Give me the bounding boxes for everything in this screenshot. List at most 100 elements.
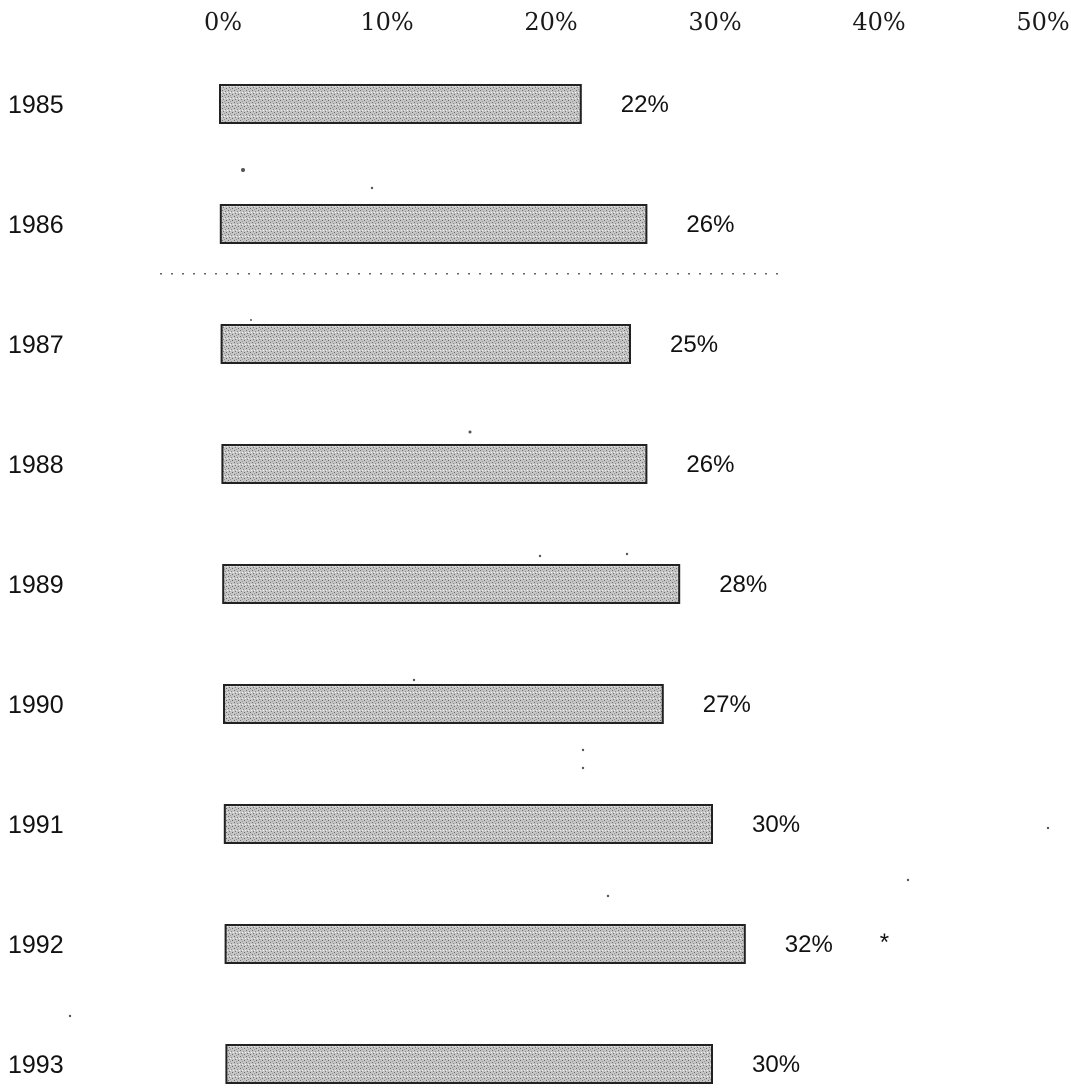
scan-dot	[314, 273, 316, 275]
bar-1993	[225, 1044, 713, 1084]
scan-dot	[160, 273, 162, 275]
scan-dot	[611, 273, 613, 275]
x-tick-label: 0%	[204, 8, 242, 36]
data-label: 26%	[686, 211, 734, 238]
annotation-asterisk: *	[880, 929, 889, 956]
scan-dot	[336, 273, 338, 275]
scan-speck	[625, 552, 629, 556]
scan-dot	[457, 273, 459, 275]
scan-dot	[237, 273, 239, 275]
scan-dot	[479, 273, 481, 275]
data-label: 30%	[752, 1051, 800, 1078]
bar-1987	[220, 324, 631, 364]
scan-dot	[292, 273, 294, 275]
category-label: 1989	[8, 571, 64, 599]
scan-dot	[545, 273, 547, 275]
scan-dot	[380, 273, 382, 275]
scan-dot	[622, 273, 624, 275]
scan-speck	[1046, 826, 1050, 830]
data-label: 27%	[703, 691, 751, 718]
scan-dot	[204, 273, 206, 275]
scan-dot	[468, 273, 470, 275]
scan-dot	[743, 273, 745, 275]
scan-dot	[633, 273, 635, 275]
x-tick-label: 20%	[524, 8, 577, 36]
scan-dot	[193, 273, 195, 275]
scan-dot	[677, 273, 679, 275]
scan-dot	[501, 273, 503, 275]
scan-dot	[534, 273, 536, 275]
labels: 1985 22% 1986 26% 1987 25% 1988 26% 1989 28% 1990 2…	[8, 91, 889, 1079]
scan-speck	[581, 748, 585, 752]
scan-dot	[699, 273, 701, 275]
scan-dot	[248, 273, 250, 275]
x-tick-label: 40%	[852, 8, 905, 36]
x-tick-label: 50%	[1016, 8, 1069, 36]
bar-1990	[223, 684, 664, 724]
scan-dot	[446, 273, 448, 275]
scan-speck	[241, 168, 245, 172]
scan-speck	[370, 186, 374, 190]
scan-dot	[721, 273, 723, 275]
bar-1988	[221, 444, 648, 484]
scan-dot	[281, 273, 283, 275]
scan-dot	[391, 273, 393, 275]
bars	[219, 84, 746, 1084]
scan-dot	[710, 273, 712, 275]
category-label: 1987	[8, 331, 64, 359]
scan-dot	[666, 273, 668, 275]
scan-dot	[523, 273, 525, 275]
scan-speck	[412, 678, 416, 682]
scan-dot	[369, 273, 371, 275]
data-label: 28%	[719, 571, 767, 598]
scan-specks	[68, 168, 1050, 1018]
x-tick-label: 10%	[360, 8, 413, 36]
category-label: 1993	[8, 1051, 64, 1079]
scan-speck	[606, 894, 610, 898]
scan-dot	[171, 273, 173, 275]
category-label: 1988	[8, 451, 64, 479]
scan-dot	[402, 273, 404, 275]
scan-dot	[303, 273, 305, 275]
scan-dot	[556, 273, 558, 275]
scan-dot	[215, 273, 217, 275]
scan-dot	[589, 273, 591, 275]
x-tick-label: 30%	[688, 8, 741, 36]
category-label: 1986	[8, 211, 64, 239]
scan-dot	[226, 273, 228, 275]
bar-1991	[223, 804, 714, 844]
scan-dot	[512, 273, 514, 275]
category-label: 1985	[8, 91, 64, 119]
scan-speck	[250, 319, 252, 321]
scan-dot	[358, 273, 360, 275]
scan-speck	[581, 766, 585, 770]
data-label: 26%	[686, 451, 734, 478]
scan-dot	[270, 273, 272, 275]
scan-dot	[776, 273, 778, 275]
scan-dot	[688, 273, 690, 275]
category-label: 1992	[8, 931, 64, 959]
scan-dot	[567, 273, 569, 275]
category-label: 1990	[8, 691, 64, 719]
scan-dot	[578, 273, 580, 275]
scan-dot	[600, 273, 602, 275]
scan-dot	[655, 273, 657, 275]
x-axis-ticks: 0% 10% 20% 30% 40% 50%	[204, 8, 1070, 36]
category-label: 1991	[8, 811, 64, 839]
scan-dot	[732, 273, 734, 275]
bar-1985	[219, 84, 582, 124]
scan-speck	[906, 878, 910, 882]
scan-dot	[325, 273, 327, 275]
bar-1989	[222, 564, 681, 604]
scan-dot	[347, 273, 349, 275]
bar-1992	[224, 924, 746, 964]
scan-dot	[413, 273, 415, 275]
scan-dot	[435, 273, 437, 275]
scan-speck	[468, 430, 472, 434]
scan-speck	[538, 554, 542, 558]
scan-dot	[424, 273, 426, 275]
data-label: 25%	[670, 331, 718, 358]
data-label: 32%	[785, 931, 833, 958]
scan-dot	[182, 273, 184, 275]
